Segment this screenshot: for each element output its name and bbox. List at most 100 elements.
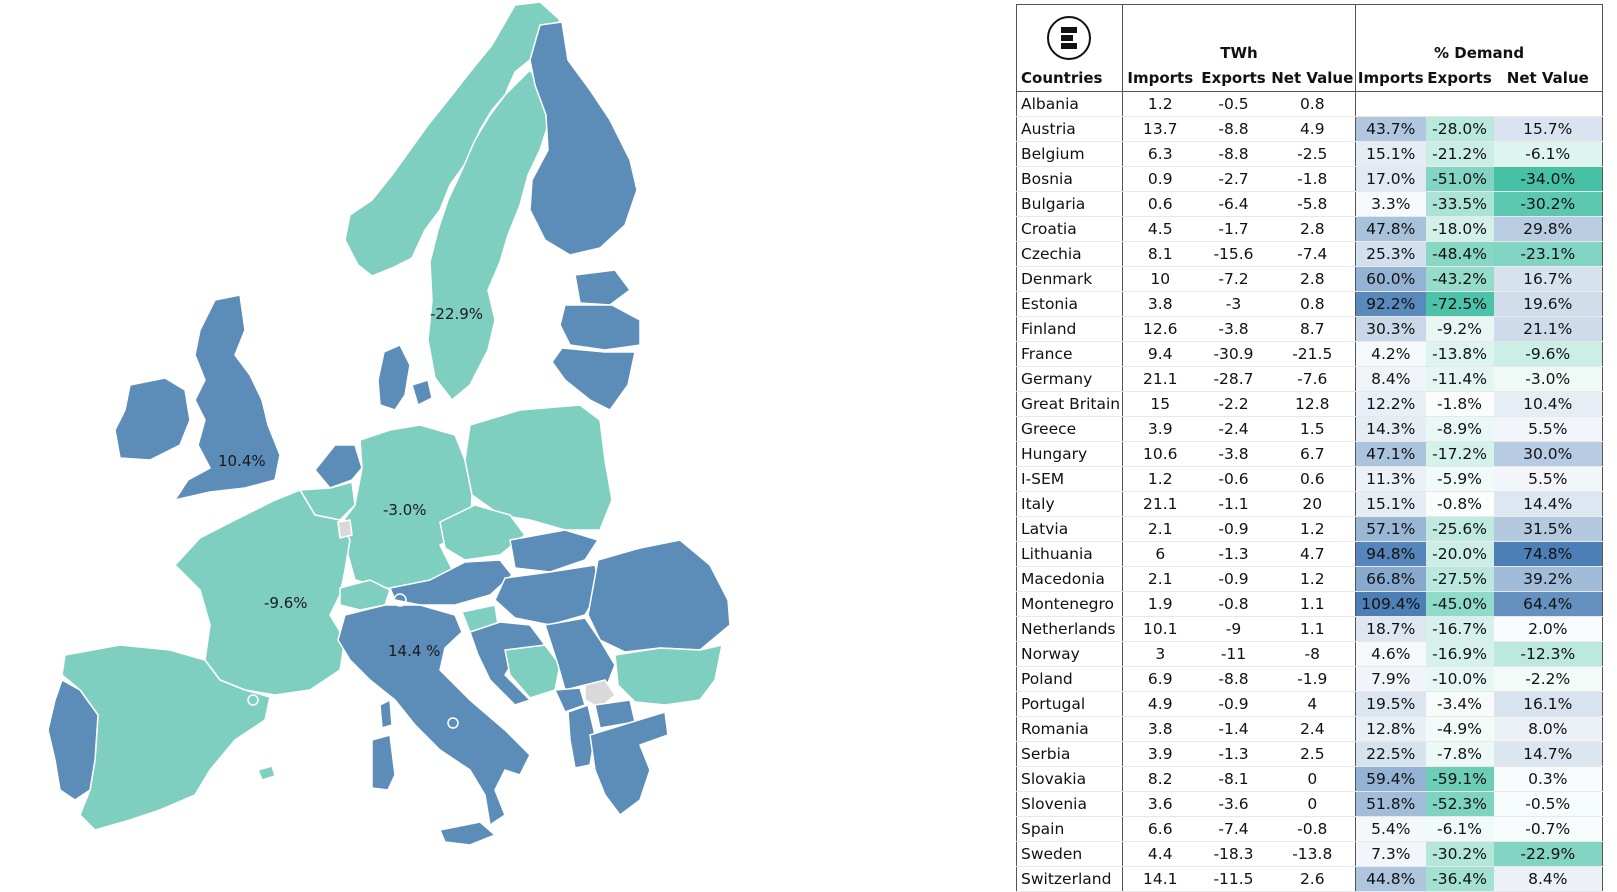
cell-exports-twh: -18.3 bbox=[1197, 841, 1270, 867]
cell-net-pct: 30.0% bbox=[1493, 441, 1604, 467]
cell-net-twh: 1.1 bbox=[1269, 616, 1357, 642]
region-italy bbox=[337, 604, 531, 826]
cell-imports-pct: 4.2% bbox=[1355, 341, 1426, 367]
region-montenegro bbox=[554, 687, 586, 713]
cell-imports-twh: 0.9 bbox=[1122, 166, 1198, 192]
cell-country: Czechia bbox=[1016, 241, 1123, 267]
cell-net-twh: 20 bbox=[1269, 491, 1357, 517]
cell-country: Great Britain bbox=[1016, 391, 1123, 417]
region-luxembourg bbox=[337, 519, 353, 539]
cell-country: Estonia bbox=[1016, 291, 1123, 317]
cell-imports-twh: 0.6 bbox=[1122, 191, 1198, 217]
cell-imports-twh: 2.1 bbox=[1122, 566, 1198, 592]
cell-exports-twh: -1.3 bbox=[1197, 741, 1270, 767]
group-header-twh: TWh bbox=[1122, 4, 1357, 65]
region-kosovo bbox=[584, 679, 616, 709]
cell-imports-pct: 17.0% bbox=[1355, 166, 1426, 192]
cell-exports-twh: -3.6 bbox=[1197, 791, 1270, 817]
cell-imports-pct: 66.8% bbox=[1355, 566, 1426, 592]
cell-net-pct: -6.1% bbox=[1493, 141, 1604, 167]
table-row: Netherlands 10.1 -9 1.1 18.7% -16.7% 2.0% bbox=[1016, 616, 1604, 642]
cell-net-twh: 6.7 bbox=[1269, 441, 1357, 467]
table-row: Macedonia 2.1 -0.9 1.2 66.8% -27.5% 39.2% bbox=[1016, 566, 1604, 592]
cell-country: Bosnia bbox=[1016, 166, 1123, 192]
cell-exports-twh: -0.9 bbox=[1197, 566, 1270, 592]
cell-imports-twh: 2.1 bbox=[1122, 516, 1198, 542]
table-row: Poland 6.9 -8.8 -1.9 7.9% -10.0% -2.2% bbox=[1016, 666, 1604, 692]
table-row: Bosnia 0.9 -2.7 -1.8 17.0% -51.0% -34.0% bbox=[1016, 166, 1604, 192]
cell-imports-pct: 60.0% bbox=[1355, 266, 1426, 292]
cell-net-pct: 15.7% bbox=[1493, 116, 1604, 142]
table-row: Finland 12.6 -3.8 8.7 30.3% -9.2% 21.1% bbox=[1016, 316, 1604, 342]
cell-imports-twh: 3.8 bbox=[1122, 716, 1198, 742]
table-row: Norway 3 -11 -8 4.6% -16.9% -12.3% bbox=[1016, 641, 1604, 667]
cell-net-twh: -7.6 bbox=[1269, 366, 1357, 392]
cell-imports-pct: 15.1% bbox=[1355, 141, 1426, 167]
cell-exports-pct: -59.1% bbox=[1425, 766, 1494, 792]
cell-net-pct: 29.8% bbox=[1493, 216, 1604, 242]
table-row: Great Britain 15 -2.2 12.8 12.2% -1.8% 10.4% bbox=[1016, 391, 1604, 417]
cell-imports-pct: 19.5% bbox=[1355, 691, 1426, 717]
cell-exports-pct: -45.0% bbox=[1425, 591, 1494, 617]
cell-imports-pct bbox=[1355, 91, 1426, 117]
cell-country: Spain bbox=[1016, 816, 1123, 842]
table-row: Denmark 10 -7.2 2.8 60.0% -43.2% 16.7% bbox=[1016, 266, 1604, 292]
cell-imports-pct: 109.4% bbox=[1355, 591, 1426, 617]
cell-country: France bbox=[1016, 341, 1123, 367]
cell-net-twh: 4.7 bbox=[1269, 541, 1357, 567]
cell-imports-twh: 8.1 bbox=[1122, 241, 1198, 267]
cell-imports-twh: 4.5 bbox=[1122, 216, 1198, 242]
cell-exports-twh: -30.9 bbox=[1197, 341, 1270, 367]
region-albania bbox=[567, 704, 596, 769]
cell-net-twh: 1.2 bbox=[1269, 566, 1357, 592]
cell-net-pct: 8.4% bbox=[1493, 866, 1604, 892]
cell-country: Slovakia bbox=[1016, 766, 1123, 792]
cell-exports-pct bbox=[1425, 91, 1494, 117]
region-great-britain bbox=[174, 294, 281, 501]
cell-exports-twh: -11 bbox=[1197, 641, 1270, 667]
cell-net-twh: -8 bbox=[1269, 641, 1357, 667]
cell-net-twh: -5.8 bbox=[1269, 191, 1357, 217]
region-ireland bbox=[114, 377, 191, 461]
cell-imports-twh: 3.8 bbox=[1122, 291, 1198, 317]
data-table: TWh % Demand Countries Imports Exports N… bbox=[1016, 4, 1604, 892]
europe-map: -22.9% 10.4% -3.0% -9.6% 14.4 % bbox=[47, 1, 731, 846]
region-greece bbox=[589, 711, 669, 816]
table-row: Bulgaria 0.6 -6.4 -5.8 3.3% -33.5% -30.2% bbox=[1016, 191, 1604, 217]
cell-exports-pct: -30.2% bbox=[1425, 841, 1494, 867]
cell-imports-twh: 21.1 bbox=[1122, 366, 1198, 392]
cell-net-pct: 39.2% bbox=[1493, 566, 1604, 592]
cell-exports-twh: -2.7 bbox=[1197, 166, 1270, 192]
cell-imports-pct: 51.8% bbox=[1355, 791, 1426, 817]
cell-country: Slovenia bbox=[1016, 791, 1123, 817]
table-row: I-SEM 1.2 -0.6 0.6 11.3% -5.9% 5.5% bbox=[1016, 466, 1604, 492]
cell-country: Switzerland bbox=[1016, 866, 1123, 892]
cell-exports-pct: -72.5% bbox=[1425, 291, 1494, 317]
cell-net-twh: 12.8 bbox=[1269, 391, 1357, 417]
cell-imports-twh: 10.6 bbox=[1122, 441, 1198, 467]
table-row: Greece 3.9 -2.4 1.5 14.3% -8.9% 5.5% bbox=[1016, 416, 1604, 442]
cell-net-twh: 0 bbox=[1269, 766, 1357, 792]
cell-exports-twh: -11.5 bbox=[1197, 866, 1270, 892]
region-sicily bbox=[439, 821, 496, 846]
cell-net-twh: -0.8 bbox=[1269, 816, 1357, 842]
cell-exports-twh: -0.8 bbox=[1197, 591, 1270, 617]
cell-net-twh: 2.4 bbox=[1269, 716, 1357, 742]
cell-exports-pct: -17.2% bbox=[1425, 441, 1494, 467]
cell-net-pct: 14.4% bbox=[1493, 491, 1604, 517]
cell-country: Netherlands bbox=[1016, 616, 1123, 642]
cell-country: Belgium bbox=[1016, 141, 1123, 167]
cell-exports-twh: -3 bbox=[1197, 291, 1270, 317]
cell-net-pct: -0.7% bbox=[1493, 816, 1604, 842]
cell-net-twh: 1.1 bbox=[1269, 591, 1357, 617]
cell-net-twh: -1.9 bbox=[1269, 666, 1357, 692]
cell-net-pct: 31.5% bbox=[1493, 516, 1604, 542]
table-row: Latvia 2.1 -0.9 1.2 57.1% -25.6% 31.5% bbox=[1016, 516, 1604, 542]
cell-country: Montenegro bbox=[1016, 591, 1123, 617]
cell-net-pct: -30.2% bbox=[1493, 191, 1604, 217]
cell-exports-pct: -16.9% bbox=[1425, 641, 1494, 667]
cell-net-twh: 2.5 bbox=[1269, 741, 1357, 767]
col-header-net-pct: Net Value bbox=[1493, 65, 1604, 92]
region-sardinia bbox=[371, 734, 396, 791]
cell-country: Croatia bbox=[1016, 216, 1123, 242]
